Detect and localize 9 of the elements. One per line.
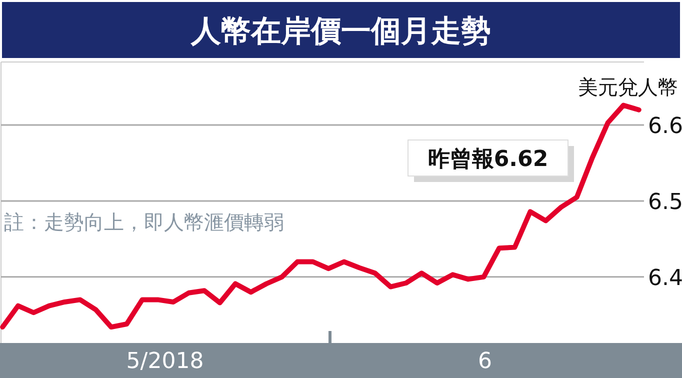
annotation: 昨曾報6.62 [428, 147, 548, 172]
y-tick-label: 6.6 [648, 114, 682, 140]
chart-title: 人幣在岸價一個月走勢 [190, 14, 491, 49]
series-label: 美元兌人幣 [578, 75, 678, 99]
annotation: 註：走勢向上，即人幣滙價轉弱 [4, 210, 284, 234]
text: 5/2018 [126, 349, 204, 374]
text: 6 [478, 349, 492, 374]
y-tick-label: 6.4 [648, 266, 682, 291]
y-tick-label: 6.5 [648, 190, 682, 215]
